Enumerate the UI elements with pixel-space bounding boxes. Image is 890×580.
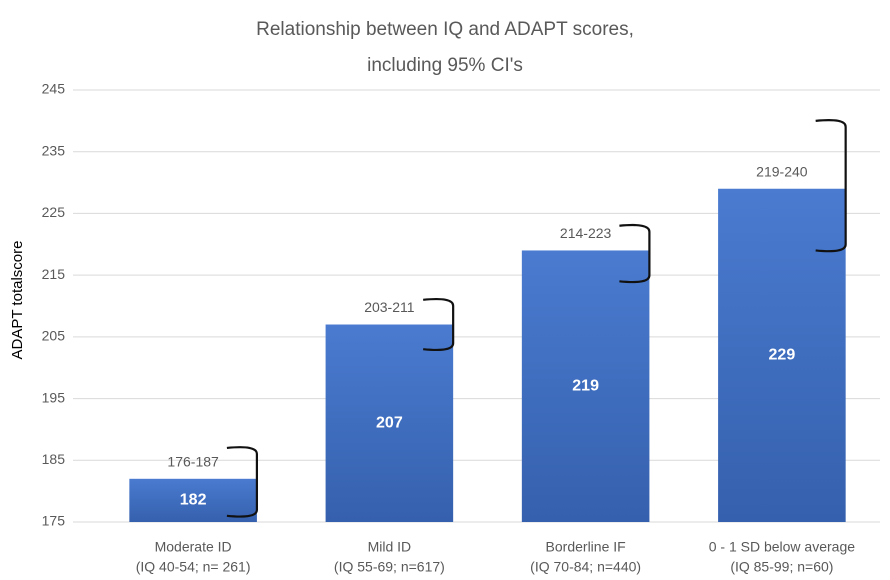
x-tick-label: (IQ 70-84; n=440): [530, 559, 641, 575]
ci-label: 203-211: [364, 299, 415, 315]
y-tick-label: 175: [42, 513, 66, 529]
y-tick-label: 215: [42, 266, 66, 282]
data-label: 182: [180, 492, 207, 509]
x-tick-label: Moderate ID: [155, 539, 232, 555]
x-tick-label: (IQ 40-54; n= 261): [136, 559, 251, 575]
y-tick-label: 195: [42, 389, 66, 405]
ci-label: 219-240: [756, 163, 808, 179]
bar: [325, 324, 454, 522]
y-tick-label: 235: [42, 142, 66, 158]
data-label: 219: [572, 377, 599, 394]
error-bar: [815, 119, 847, 253]
x-tick-label: (IQ 55-69; n=617): [334, 559, 445, 575]
error-bar: [619, 223, 651, 284]
ci-label: 176-187: [167, 454, 219, 470]
bar: [718, 188, 846, 522]
x-tick-label: Mild ID: [368, 539, 412, 555]
x-tick-label: (IQ 85-99; n=60): [730, 559, 833, 575]
error-bar: [423, 297, 455, 352]
data-label: 207: [376, 414, 403, 431]
y-tick-label: 245: [42, 81, 66, 97]
y-tick-label: 205: [42, 328, 66, 344]
bar: [521, 250, 650, 522]
error-bar: [226, 446, 259, 518]
chart-title: including 95% CI's: [367, 55, 523, 76]
ci-label: 214-223: [560, 225, 612, 241]
x-tick-label: 0 - 1 SD below average: [709, 539, 856, 555]
data-label: 229: [769, 347, 796, 364]
chart-title: Relationship between IQ and ADAPT scores…: [256, 19, 634, 40]
y-tick-label: 185: [42, 451, 66, 467]
y-tick-label: 225: [42, 204, 66, 220]
bar: [129, 478, 257, 522]
x-tick-label: Borderline IF: [546, 539, 626, 555]
y-axis-title: ADAPT totalscore: [9, 241, 26, 360]
